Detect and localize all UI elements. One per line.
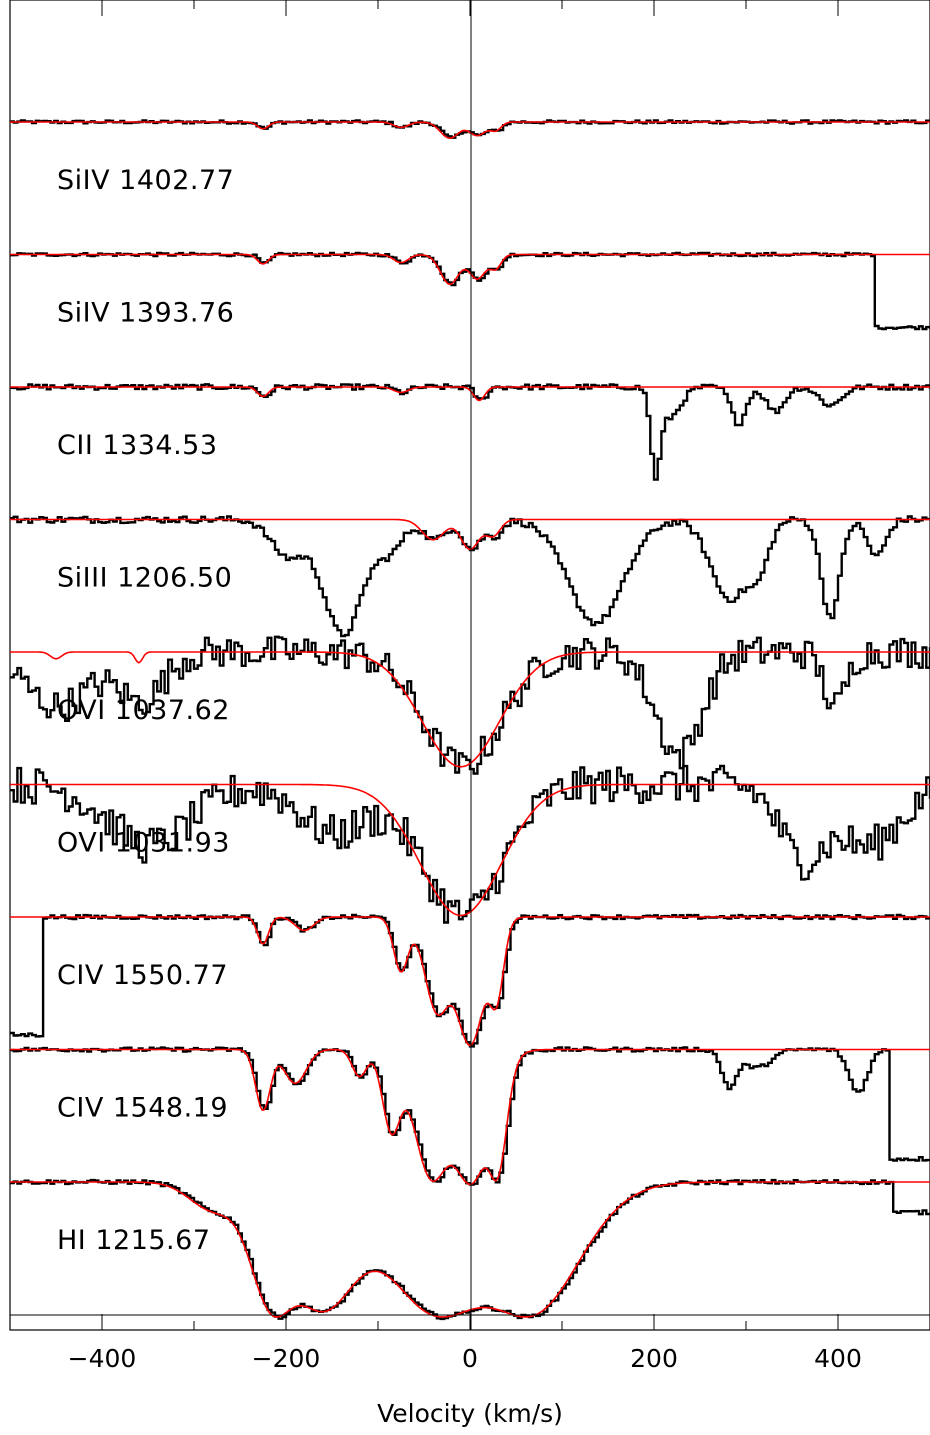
data-series-line	[10, 515, 930, 638]
x-tick-label: −200	[252, 1344, 321, 1373]
x-tick-label: 200	[630, 1344, 678, 1373]
data-series-line	[10, 383, 930, 481]
model-fit-line	[10, 1181, 930, 1318]
data-series-line	[10, 635, 930, 775]
panels-layer	[10, 119, 930, 1321]
ion-label: SiIV 1402.77	[57, 165, 234, 196]
model-fit-line	[10, 916, 930, 1047]
data-series-line	[10, 1178, 930, 1321]
spectrum-panel	[10, 119, 930, 140]
spectrum-panel	[10, 383, 930, 481]
x-tick-label: −400	[68, 1344, 137, 1373]
data-series-line	[10, 764, 930, 924]
model-fit-line	[10, 651, 930, 768]
ion-label: OVI 1031.93	[57, 828, 230, 859]
spectrum-panel	[10, 1046, 930, 1186]
ion-label: CIV 1550.77	[57, 960, 228, 991]
x-ticks: −400 −200 0 200 400	[9, 0, 930, 1373]
ion-label: CIV 1548.19	[57, 1093, 228, 1124]
spectrum-panel	[10, 764, 930, 924]
ion-label: OVI 1037.62	[57, 695, 230, 726]
ion-labels: SiIV 1402.77 SiIV 1393.76 CII 1334.53 SiIII…	[57, 165, 234, 1256]
model-fit-line	[10, 121, 930, 140]
model-fit-line	[10, 518, 930, 551]
spectrum-panel	[10, 1178, 930, 1321]
ion-label: HI 1215.67	[57, 1225, 211, 1256]
spectrum-panel	[10, 913, 930, 1048]
spectrum-panel	[10, 515, 930, 638]
ion-label: CII 1334.53	[57, 430, 218, 461]
model-fit-line	[10, 783, 930, 917]
data-series-line	[10, 119, 930, 139]
x-tick-label: 0	[462, 1344, 478, 1373]
model-fit-line	[10, 386, 930, 402]
spectrum-panel	[10, 251, 930, 331]
ion-label: SiIII 1206.50	[57, 563, 232, 594]
spectrum-panel	[10, 635, 930, 775]
model-fit-line	[10, 253, 930, 286]
x-axis-title: Velocity (km/s)	[377, 1399, 563, 1428]
ion-label: SiIV 1393.76	[57, 298, 234, 329]
plot-frame	[9, 0, 930, 1331]
x-tick-label: 400	[814, 1344, 862, 1373]
model-fit-line	[10, 1048, 930, 1186]
